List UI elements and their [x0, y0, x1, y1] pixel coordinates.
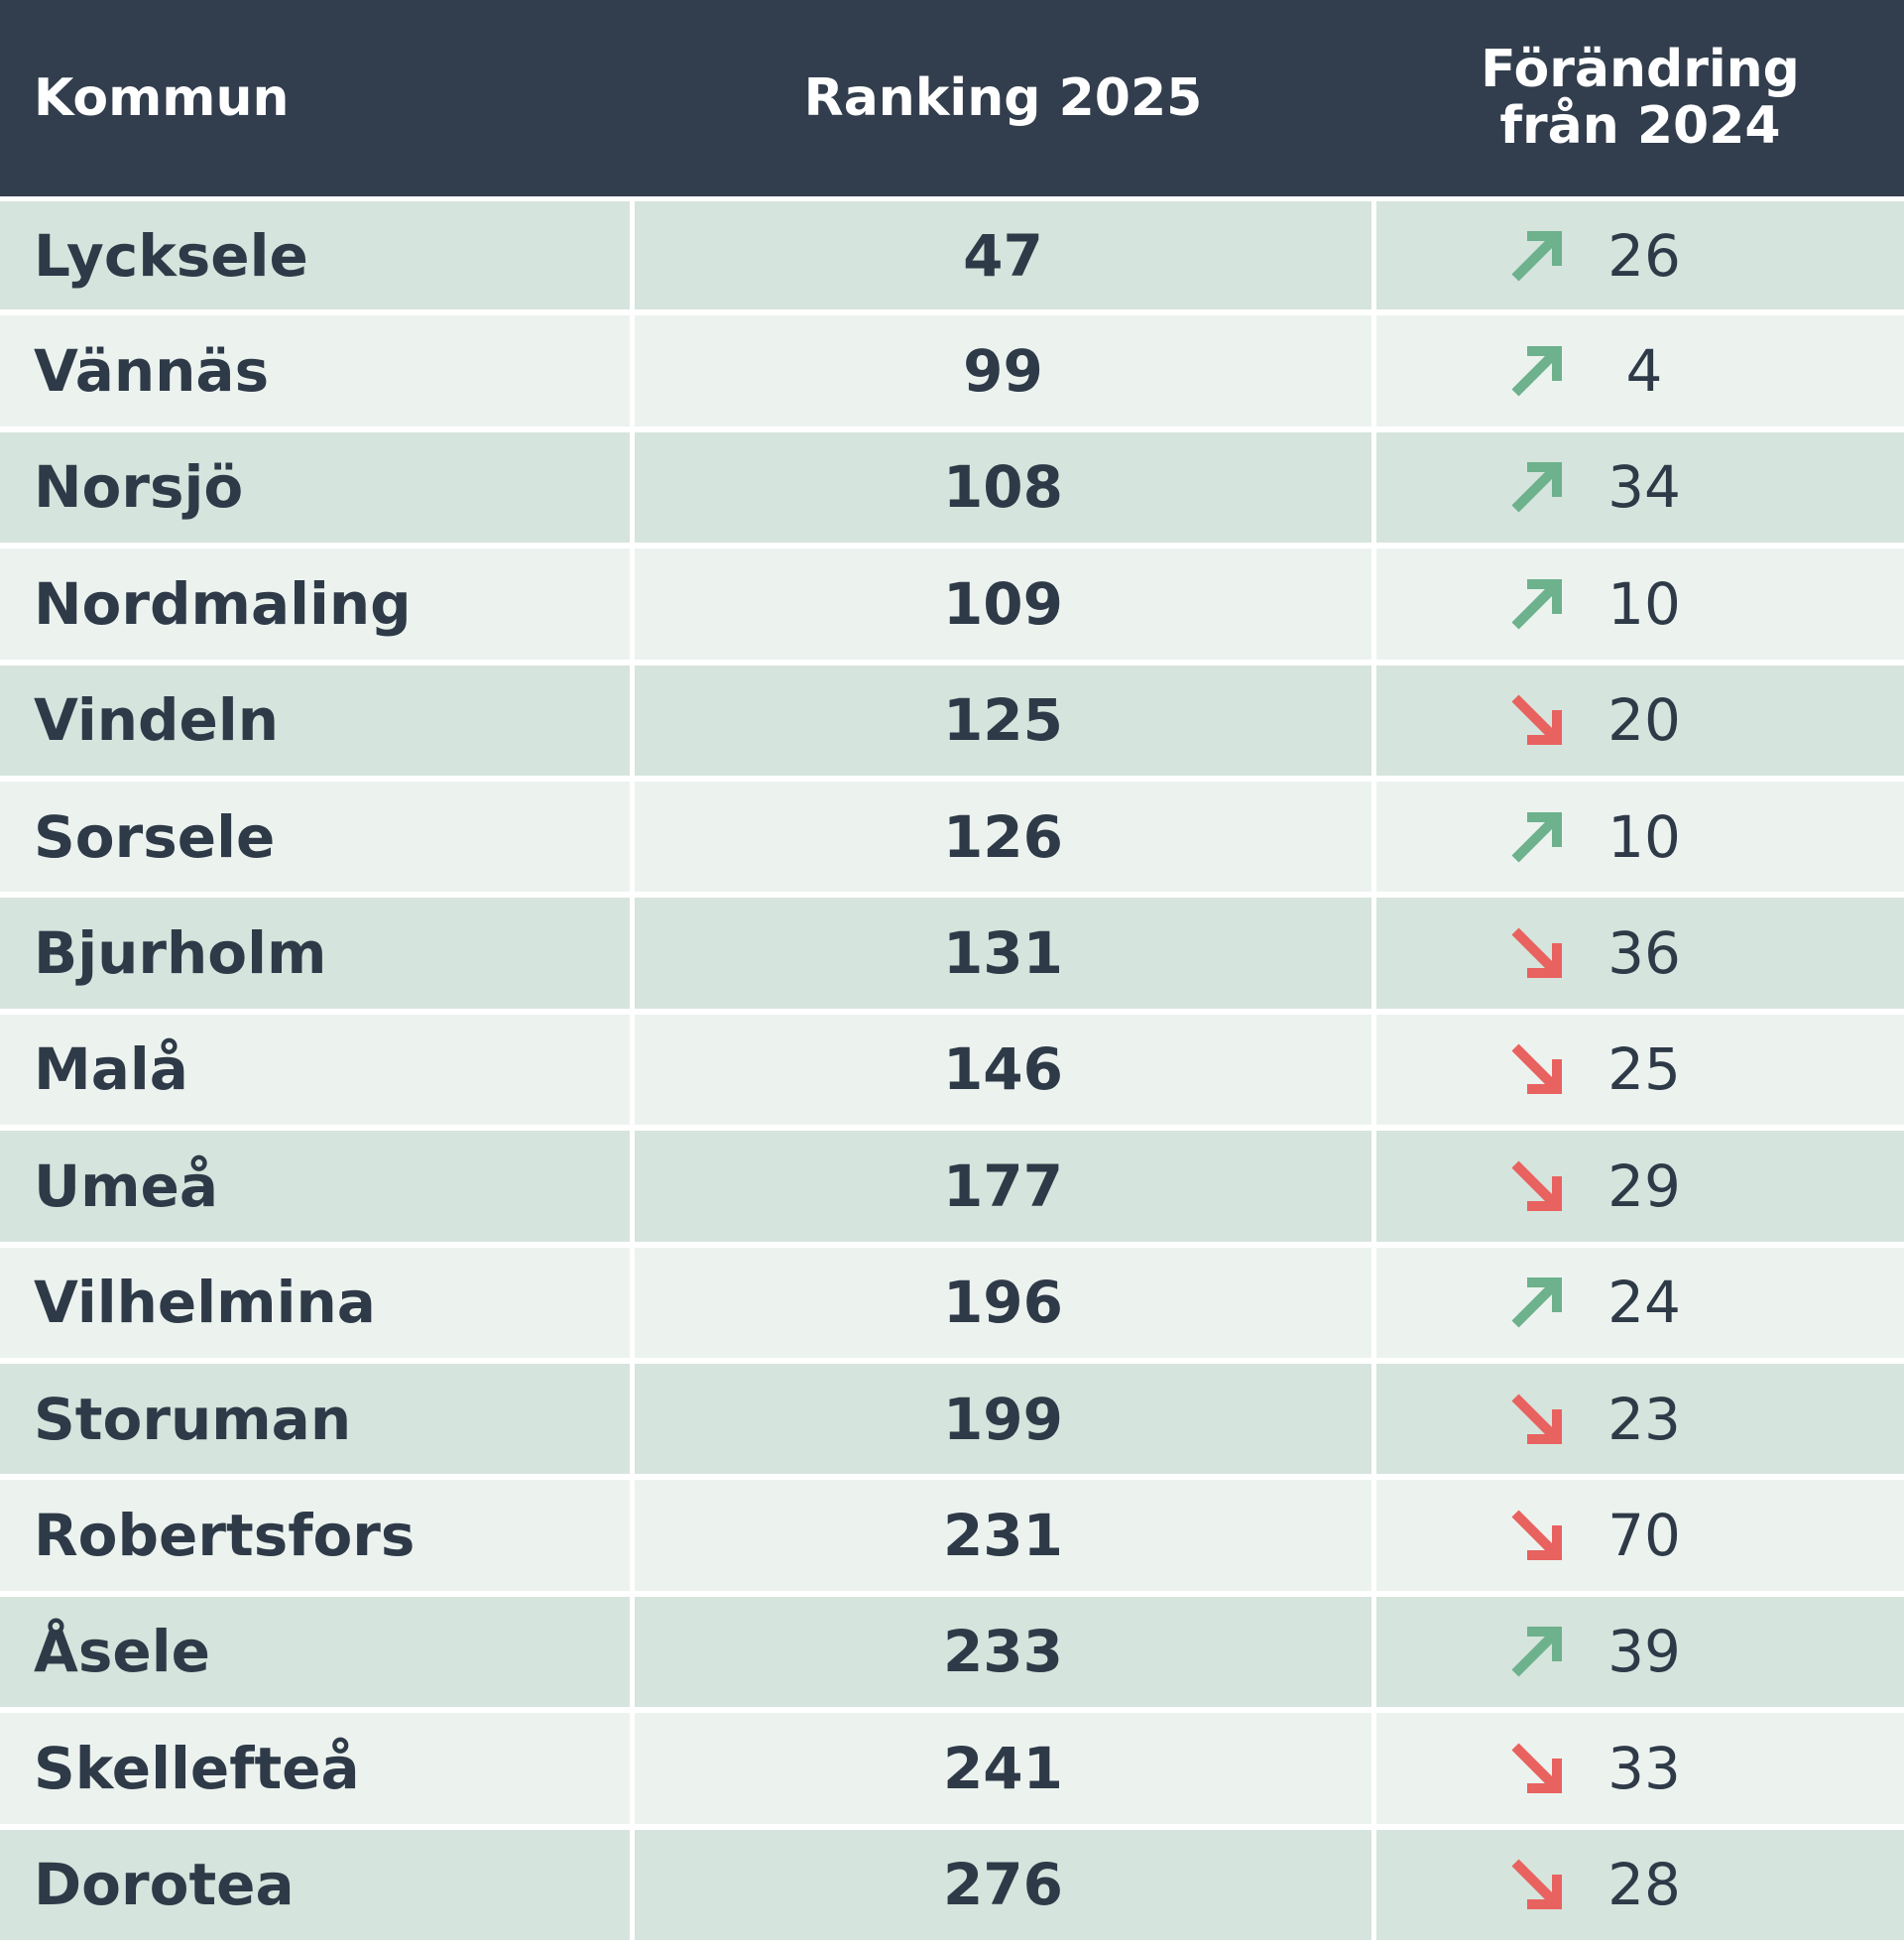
change-value: 23 [1607, 1385, 1681, 1453]
ranking-cell: 146 [635, 1014, 1371, 1126]
change-cell: 34 [1376, 431, 1904, 544]
arrow-down [1511, 1160, 1562, 1211]
change-cell: 70 [1376, 1480, 1904, 1591]
header-cell: Ranking 2025 [635, 0, 1371, 196]
ranking-cell: 241 [635, 1713, 1371, 1824]
change-cell: 39 [1376, 1596, 1904, 1708]
table-row: Norsjö 108 34 [0, 431, 1904, 544]
kommun-cell: Bjurholm [0, 898, 630, 1009]
change-cell: 25 [1376, 1014, 1904, 1126]
kommun-cell: Dorotea [0, 1829, 630, 1940]
ranking-cell: 196 [635, 1247, 1371, 1358]
change-cell: 24 [1376, 1247, 1904, 1358]
change-value: 36 [1607, 919, 1681, 988]
change-cell: 29 [1376, 1131, 1904, 1242]
kommun-cell: Åsele [0, 1596, 630, 1708]
change-value: 4 [1625, 337, 1663, 406]
change-cell: 23 [1376, 1364, 1904, 1475]
change-value: 70 [1607, 1502, 1681, 1570]
kommun-cell: Sorsele [0, 782, 630, 893]
change-value: 10 [1607, 802, 1681, 871]
arrow-down [1511, 1859, 1562, 1910]
header-cell: Förändring från 2024 [1376, 0, 1904, 196]
header-cell: Kommun [0, 0, 630, 196]
arrow-down [1511, 694, 1562, 746]
arrow-down [1511, 1743, 1562, 1793]
ranking-cell: 199 [635, 1364, 1371, 1475]
kommun-cell: Vännäs [0, 315, 630, 426]
kommun-cell: Norsjö [0, 431, 630, 544]
kommun-cell: Vindeln [0, 665, 630, 776]
table-row: Vilhelmina 196 24 [0, 1247, 1904, 1358]
change-value: 24 [1607, 1269, 1681, 1337]
kommun-cell: Storuman [0, 1364, 630, 1475]
header-text: Förändring från 2024 [1481, 39, 1800, 156]
change-cell: 33 [1376, 1713, 1904, 1824]
table-row: Umeå 177 29 [0, 1131, 1904, 1242]
table-row: Lycksele 47 26 [0, 201, 1904, 310]
arrow-up [1511, 230, 1562, 282]
arrow-up [1511, 1277, 1562, 1328]
table-row: Storuman 199 23 [0, 1364, 1904, 1475]
kommun-cell: Nordmaling [0, 548, 630, 660]
kommun-cell: Malå [0, 1014, 630, 1126]
table-row: Bjurholm 131 36 [0, 898, 1904, 1009]
arrow-up [1511, 1627, 1562, 1678]
arrow-down [1511, 1394, 1562, 1444]
change-cell: 10 [1376, 548, 1904, 660]
change-value: 10 [1607, 569, 1681, 638]
table-row: Vindeln 125 20 [0, 665, 1904, 776]
ranking-cell: 47 [635, 201, 1371, 310]
ranking-cell: 99 [635, 315, 1371, 426]
ranking-cell: 125 [635, 665, 1371, 776]
table-row: Robertsfors 231 70 [0, 1480, 1904, 1591]
ranking-cell: 109 [635, 548, 1371, 660]
arrow-up [1511, 462, 1562, 514]
change-value: 28 [1607, 1851, 1681, 1919]
table-row: Nordmaling 109 10 [0, 548, 1904, 660]
change-value: 20 [1607, 686, 1681, 755]
ranking-cell: 233 [635, 1596, 1371, 1708]
change-value: 33 [1607, 1734, 1681, 1802]
ranking-cell: 108 [635, 431, 1371, 544]
arrow-up [1511, 578, 1562, 630]
kommun-cell: Umeå [0, 1131, 630, 1242]
kommun-cell: Robertsfors [0, 1480, 630, 1591]
arrow-down [1511, 1043, 1562, 1095]
change-value: 29 [1607, 1152, 1681, 1220]
change-value: 26 [1607, 221, 1681, 290]
ranking-cell: 177 [635, 1131, 1371, 1242]
arrow-up [1511, 346, 1562, 397]
change-value: 25 [1607, 1035, 1681, 1104]
change-cell: 26 [1376, 201, 1904, 310]
change-cell: 4 [1376, 315, 1904, 426]
kommun-cell: Vilhelmina [0, 1247, 630, 1358]
ranking-cell: 126 [635, 782, 1371, 893]
change-cell: 36 [1376, 898, 1904, 1009]
table-row: Dorotea 276 28 [0, 1829, 1904, 1940]
ranking-cell: 231 [635, 1480, 1371, 1591]
table-row: Åsele 233 39 [0, 1596, 1904, 1708]
table-row: Vännäs 99 4 [0, 315, 1904, 426]
change-value: 34 [1607, 453, 1681, 522]
change-value: 39 [1607, 1618, 1681, 1686]
kommun-cell: Lycksele [0, 201, 630, 310]
header-text: Kommun [34, 68, 290, 128]
table-row: Sorsele 126 10 [0, 782, 1904, 893]
ranking-cell: 276 [635, 1829, 1371, 1940]
change-cell: 28 [1376, 1829, 1904, 1940]
table-row: Malå 146 25 [0, 1014, 1904, 1126]
arrow-down [1511, 927, 1562, 979]
arrow-up [1511, 811, 1562, 863]
ranking-cell: 131 [635, 898, 1371, 1009]
arrow-down [1511, 1510, 1562, 1561]
change-cell: 20 [1376, 665, 1904, 776]
header-row: Kommun Ranking 2025 Förändring från 2024 [0, 0, 1904, 196]
kommun-cell: Skellefteå [0, 1713, 630, 1824]
change-cell: 10 [1376, 782, 1904, 893]
header-text: Ranking 2025 [803, 68, 1203, 128]
table-row: Skellefteå 241 33 [0, 1713, 1904, 1824]
